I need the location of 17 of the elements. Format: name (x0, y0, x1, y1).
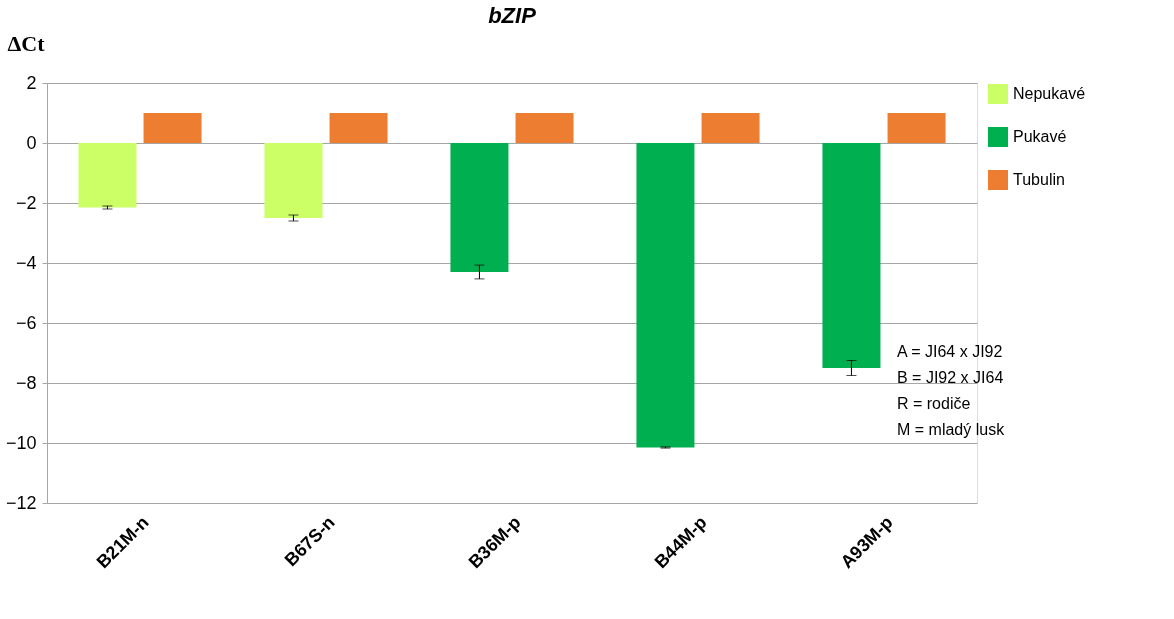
legend-label: Tubulin (1013, 171, 1065, 188)
y-tick-label: 2 (26, 72, 37, 93)
legend-label: Nepukavé (1013, 85, 1086, 102)
annotation: M = mladý lusk (897, 420, 1006, 438)
annotation: B = JI92 x JI64 (897, 368, 1004, 386)
y-tick-label: −2 (15, 192, 37, 213)
y-tick-label: −4 (15, 252, 37, 273)
y-tick-label: −12 (5, 492, 37, 513)
y-tick-label: 0 (26, 132, 37, 153)
y-tick-label: −6 (15, 312, 37, 333)
y-tick-label: −8 (15, 372, 37, 393)
y-tick-label: −10 (5, 432, 37, 453)
chart-title: bZIP (488, 3, 537, 28)
legend-label: Pukavé (1013, 128, 1067, 145)
annotation: R = rodiče (897, 394, 971, 412)
annotation: A = JI64 x JI92 (897, 342, 1003, 360)
y-axis-title: ΔCt (7, 30, 46, 56)
